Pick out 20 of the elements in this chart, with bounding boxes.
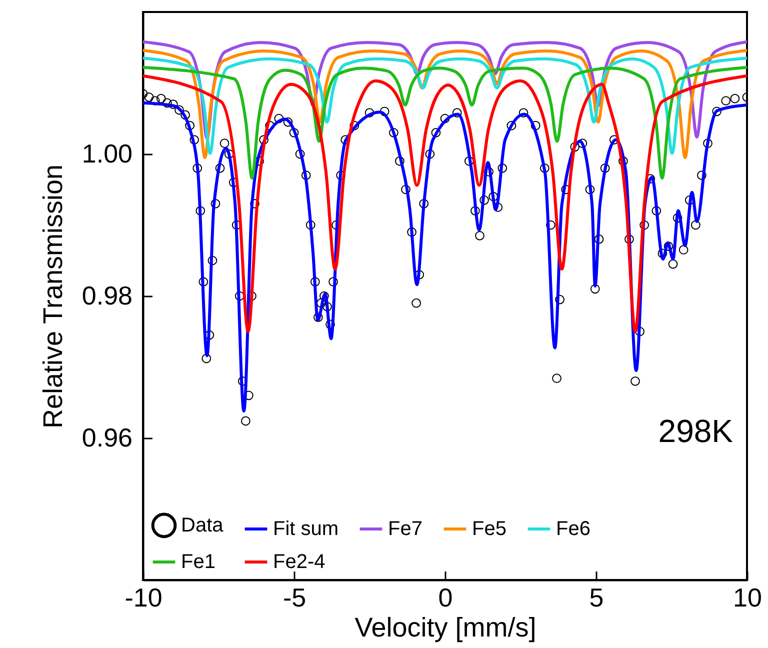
legend-label: Fe5 xyxy=(472,518,506,540)
legend-label: Data xyxy=(181,514,224,536)
line-series xyxy=(143,74,747,333)
legend-label: Fit sum xyxy=(273,518,339,540)
x-tick-label: 10 xyxy=(733,582,762,612)
y-tick-label: 0.98 xyxy=(82,280,132,310)
annotation: 298K xyxy=(658,413,733,449)
x-axis-title: Velocity [mm/s] xyxy=(354,612,536,642)
y-axis-title: Relative Transmission xyxy=(38,164,68,429)
line-series xyxy=(143,66,747,180)
legend-label: Fe2-4 xyxy=(273,551,326,573)
y-tick-label: 1.00 xyxy=(82,138,132,168)
x-tick-label: -5 xyxy=(282,582,306,612)
x-tick-label: -10 xyxy=(124,582,162,612)
y-tick-label: 0.96 xyxy=(82,422,132,452)
x-tick-label: 0 xyxy=(438,582,453,612)
legend-label: Fe1 xyxy=(181,551,216,573)
legend-label: Fe6 xyxy=(556,518,590,540)
legend-label: Fe7 xyxy=(388,518,422,540)
x-tick-label: 5 xyxy=(589,582,604,612)
